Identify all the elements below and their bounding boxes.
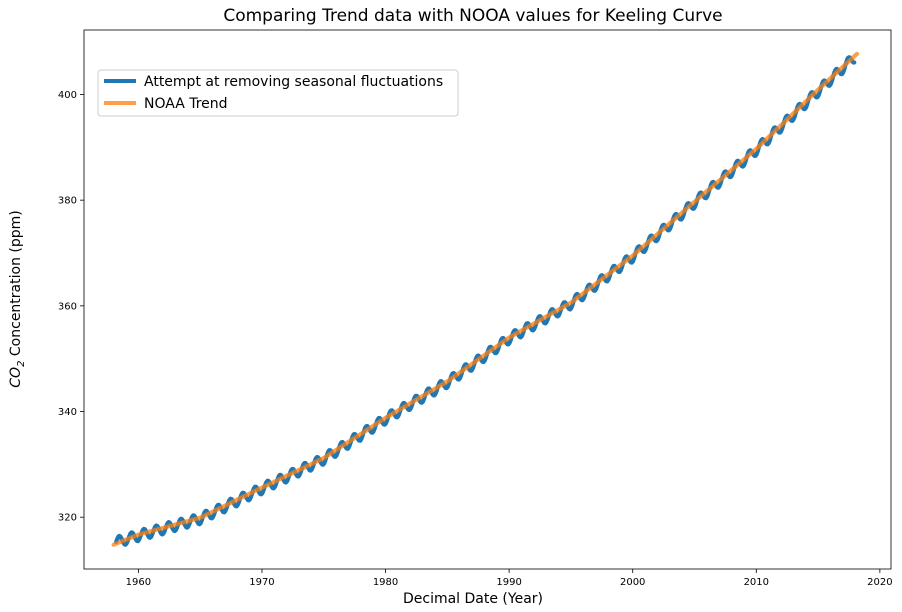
y-axis-label-suffix: Concentration (ppm) (8, 210, 24, 360)
chart-title: Comparing Trend data with NOOA values fo… (223, 6, 722, 26)
x-axis-label: Decimal Date (Year) (403, 591, 543, 607)
legend: Attempt at removing seasonal fluctuation… (97, 69, 459, 117)
series-layer (111, 51, 860, 547)
x-tick-label: 2020 (867, 577, 892, 588)
y-tick-label: 320 (58, 513, 77, 524)
x-tick-label: 2010 (744, 577, 769, 588)
x-tick-label: 1970 (249, 577, 274, 588)
y-tick-label: 340 (58, 407, 77, 418)
y-axis-label: CO2 Concentration (ppm) (8, 210, 27, 387)
plot-area (83, 29, 892, 570)
x-tick-label: 1980 (373, 577, 398, 588)
y-axis-label-prefix: CO (8, 367, 24, 388)
y-axis: 320 340 360 380 400 (58, 90, 84, 524)
x-tick-label: 2000 (620, 577, 645, 588)
x-tick-label: 1960 (126, 577, 151, 588)
legend-box (97, 69, 459, 117)
y-axis-label-subscript: 2 (16, 361, 27, 367)
legend-label-trend-attempt: Attempt at removing seasonal fluctuation… (144, 74, 443, 90)
y-tick-label: 360 (58, 301, 77, 312)
series-line-noaa-trend (111, 51, 860, 547)
series-line-trend-attempt (114, 55, 857, 547)
y-tick-label: 400 (58, 90, 77, 101)
x-axis: 1960 1970 1980 1990 2000 2010 2020 (126, 569, 893, 588)
legend-label-noaa-trend: NOAA Trend (144, 96, 228, 112)
y-tick-label: 380 (58, 196, 77, 207)
plot-background (84, 30, 891, 569)
axes-frame (83, 29, 892, 570)
x-tick-label: 1990 (496, 577, 521, 588)
